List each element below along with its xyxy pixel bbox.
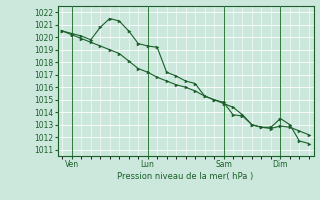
X-axis label: Pression niveau de la mer( hPa ): Pression niveau de la mer( hPa ) bbox=[117, 172, 254, 181]
